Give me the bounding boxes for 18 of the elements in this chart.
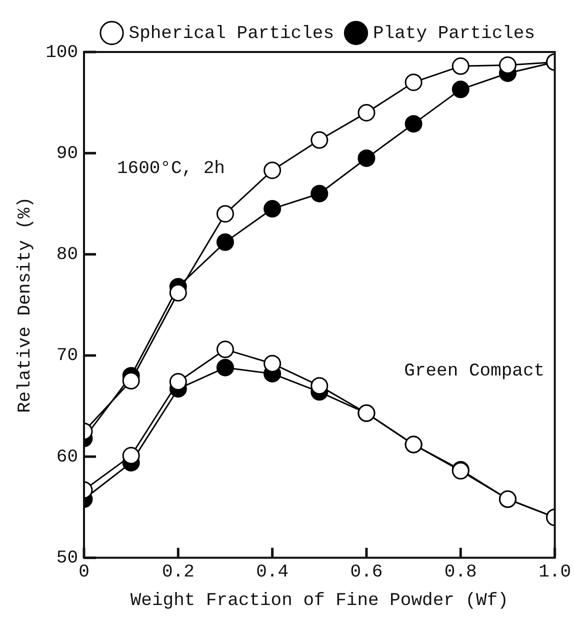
x-axis-title: Weight Fraction of Fine Powder (Wf) [130, 590, 508, 611]
y-tick-label: 50 [56, 548, 78, 569]
y-tick-label: 100 [46, 42, 78, 63]
x-tick-label: 1.0 [538, 562, 571, 582]
x-tick-label: 0.8 [444, 562, 477, 582]
legend-label: Platy Particles [373, 24, 536, 44]
y-tick-label: 70 [56, 346, 78, 366]
y-tick-label: 60 [56, 447, 78, 468]
y-tick-label: 80 [56, 245, 78, 266]
annotation: Green Compact [404, 361, 545, 382]
annotation: 1600°C, 2h [116, 159, 225, 180]
y-axis-title: Relative Density (%) [16, 196, 36, 413]
legend-label: Spherical Particles [128, 24, 334, 44]
x-tick-label: 0.2 [162, 562, 194, 582]
x-tick-label: 0.4 [256, 562, 289, 582]
x-tick-label: 0 [78, 562, 90, 582]
y-tick-label: 90 [56, 144, 78, 164]
x-tick-label: 0.6 [350, 562, 383, 582]
